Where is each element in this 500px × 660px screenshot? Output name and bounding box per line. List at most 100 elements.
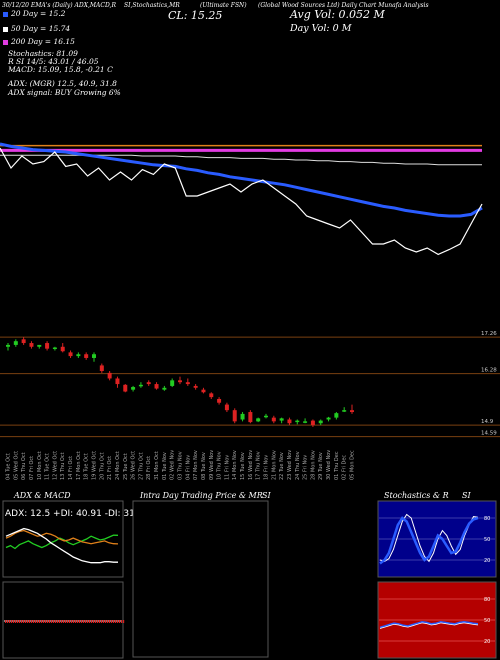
date-label: 21 Mon Nov xyxy=(271,450,277,480)
candle-body xyxy=(37,344,42,347)
price-level-label: 14.59 xyxy=(481,431,497,437)
candle-body xyxy=(287,419,292,424)
date-label: 02 Fri Dec xyxy=(342,455,348,480)
ema20-swatch xyxy=(3,11,8,17)
ema-line-price xyxy=(0,147,483,256)
date-label: 17 Thu Nov xyxy=(256,451,262,480)
macd-histogram-bar xyxy=(95,620,97,623)
candle-body xyxy=(185,382,190,385)
date-label: 01 Tue Nov xyxy=(162,452,168,480)
macd-histogram-bar xyxy=(23,620,25,623)
avg-volume: Avg Vol: 0.052 M xyxy=(290,8,385,21)
macd-histogram-bar xyxy=(21,620,23,623)
date-label: 16 Wed Nov xyxy=(248,450,254,480)
candle-body xyxy=(209,393,214,398)
candle-body xyxy=(60,346,65,352)
macd-histogram-bar xyxy=(85,620,87,623)
adx-panel: ADX: 12.5 +DI: 40.91 -DI: 31.82 xyxy=(2,500,149,578)
macd-histogram-bar xyxy=(117,620,119,623)
candle-body xyxy=(240,413,245,420)
date-label: 10 Mon Oct xyxy=(37,451,43,480)
si-axis-label: 50 xyxy=(484,618,490,624)
macd-histogram-bar xyxy=(31,620,33,623)
stochastics-line-r xyxy=(379,516,479,565)
date-label: 13 Thu Oct xyxy=(60,452,66,480)
macd-histogram-bar xyxy=(81,620,83,623)
date-label: 03 Thu Nov xyxy=(178,451,184,480)
candle-body xyxy=(45,343,50,349)
date-label: 05 Mon Dec xyxy=(350,450,356,480)
macd-histogram-bar xyxy=(37,620,39,623)
date-label: 14 Mon Nov xyxy=(232,450,238,480)
macd-histogram-bar xyxy=(29,620,31,623)
macd-histogram-bar xyxy=(115,620,117,623)
legend-ema50: 50 Day = 15.74 xyxy=(3,24,70,33)
date-label: 11 Fri Nov xyxy=(224,455,230,480)
candle-body xyxy=(170,380,175,386)
candle-body xyxy=(224,404,229,411)
candle-body xyxy=(131,387,136,390)
ema-line-20-day xyxy=(0,142,483,218)
stochastics-axis-label: 80 xyxy=(484,516,490,522)
date-label: 28 Fri Oct xyxy=(146,456,152,480)
date-label: 02 Wed Nov xyxy=(170,450,176,480)
date-label: 18 Fri Nov xyxy=(264,455,270,480)
candle-body xyxy=(138,384,143,387)
macd-histogram-bar xyxy=(109,620,111,623)
macd-histogram-bar xyxy=(107,620,109,623)
macd-histogram-bar xyxy=(35,620,37,623)
candle-body xyxy=(350,410,354,413)
date-label: 31 Mon Oct xyxy=(154,451,160,480)
macd-histogram-bar xyxy=(75,620,77,623)
adx-readout: ADX: 12.5 +DI: 40.91 -DI: 31.82 xyxy=(5,509,149,519)
date-label: 08 Tue Nov xyxy=(201,452,207,480)
macd-histogram-bar xyxy=(61,620,63,623)
candle-body xyxy=(310,420,315,426)
date-label: 27 Thu Oct xyxy=(138,452,144,480)
price-ema-chart xyxy=(0,142,483,256)
candle-body xyxy=(13,341,18,345)
legend-macd: MACD: 15.09, 15.8, -0.21 C xyxy=(8,65,113,74)
legend-stochastics: Stochastics: 81.09 xyxy=(8,49,78,58)
date-label: 24 Thu Nov xyxy=(295,451,301,480)
adx-lines xyxy=(5,527,119,564)
date-label: 25 Tue Oct xyxy=(123,453,129,480)
macd-histogram-bar xyxy=(55,620,57,623)
si-panel: 80 50 20 xyxy=(377,581,497,659)
macd-histogram-bar xyxy=(15,620,17,623)
ema200-swatch xyxy=(3,39,8,45)
date-label: 07 Fri Oct xyxy=(29,456,35,480)
macd-histogram-bar xyxy=(79,620,81,623)
si-axis-label: 20 xyxy=(484,639,490,645)
date-label: 14 Fri Oct xyxy=(68,456,74,480)
adx-line-di xyxy=(5,534,119,550)
date-label: 23 Wed Nov xyxy=(287,450,293,480)
candle-body xyxy=(318,420,323,424)
macd-histogram-bar xyxy=(69,620,71,623)
date-label: 29 Tue Nov xyxy=(318,452,324,480)
candle-body xyxy=(178,380,182,383)
macd-histogram-bar xyxy=(87,620,89,623)
day-volume: Day Vol: 0 M xyxy=(290,23,352,34)
si-panel-title-left: SI xyxy=(262,491,271,500)
date-label: 20 Thu Oct xyxy=(99,452,105,480)
macd-histogram-bar xyxy=(63,620,65,623)
date-label: 06 Thu Oct xyxy=(21,452,27,480)
si-panel-title-right: SI xyxy=(462,491,471,500)
candles xyxy=(6,337,354,427)
macd-histogram-bar xyxy=(27,620,29,623)
macd-histogram-bar xyxy=(53,620,55,623)
si-axis-label: 80 xyxy=(484,597,490,603)
macd-histogram-bar xyxy=(33,620,35,623)
macd-histogram-bar xyxy=(47,620,49,623)
macd-histogram-bar xyxy=(113,620,115,623)
si-line-white xyxy=(379,622,479,629)
macd-histogram-bar xyxy=(91,620,93,623)
price-level-lines xyxy=(0,336,500,438)
candle-body xyxy=(99,365,104,372)
bottom-panels: ADX: 12.5 +DI: 40.91 -DI: 31.82 80 50 20 8… xyxy=(2,500,497,659)
date-label: 26 Wed Oct xyxy=(131,451,137,480)
candle-body xyxy=(295,420,300,423)
candlestick-chart: 17.26 16.28 14.9 14.59 04 Tue Oct 05 Wed Oct… xyxy=(0,331,500,480)
legend-adx-signal: ADX signal: BUY Growing 6% xyxy=(8,88,121,97)
